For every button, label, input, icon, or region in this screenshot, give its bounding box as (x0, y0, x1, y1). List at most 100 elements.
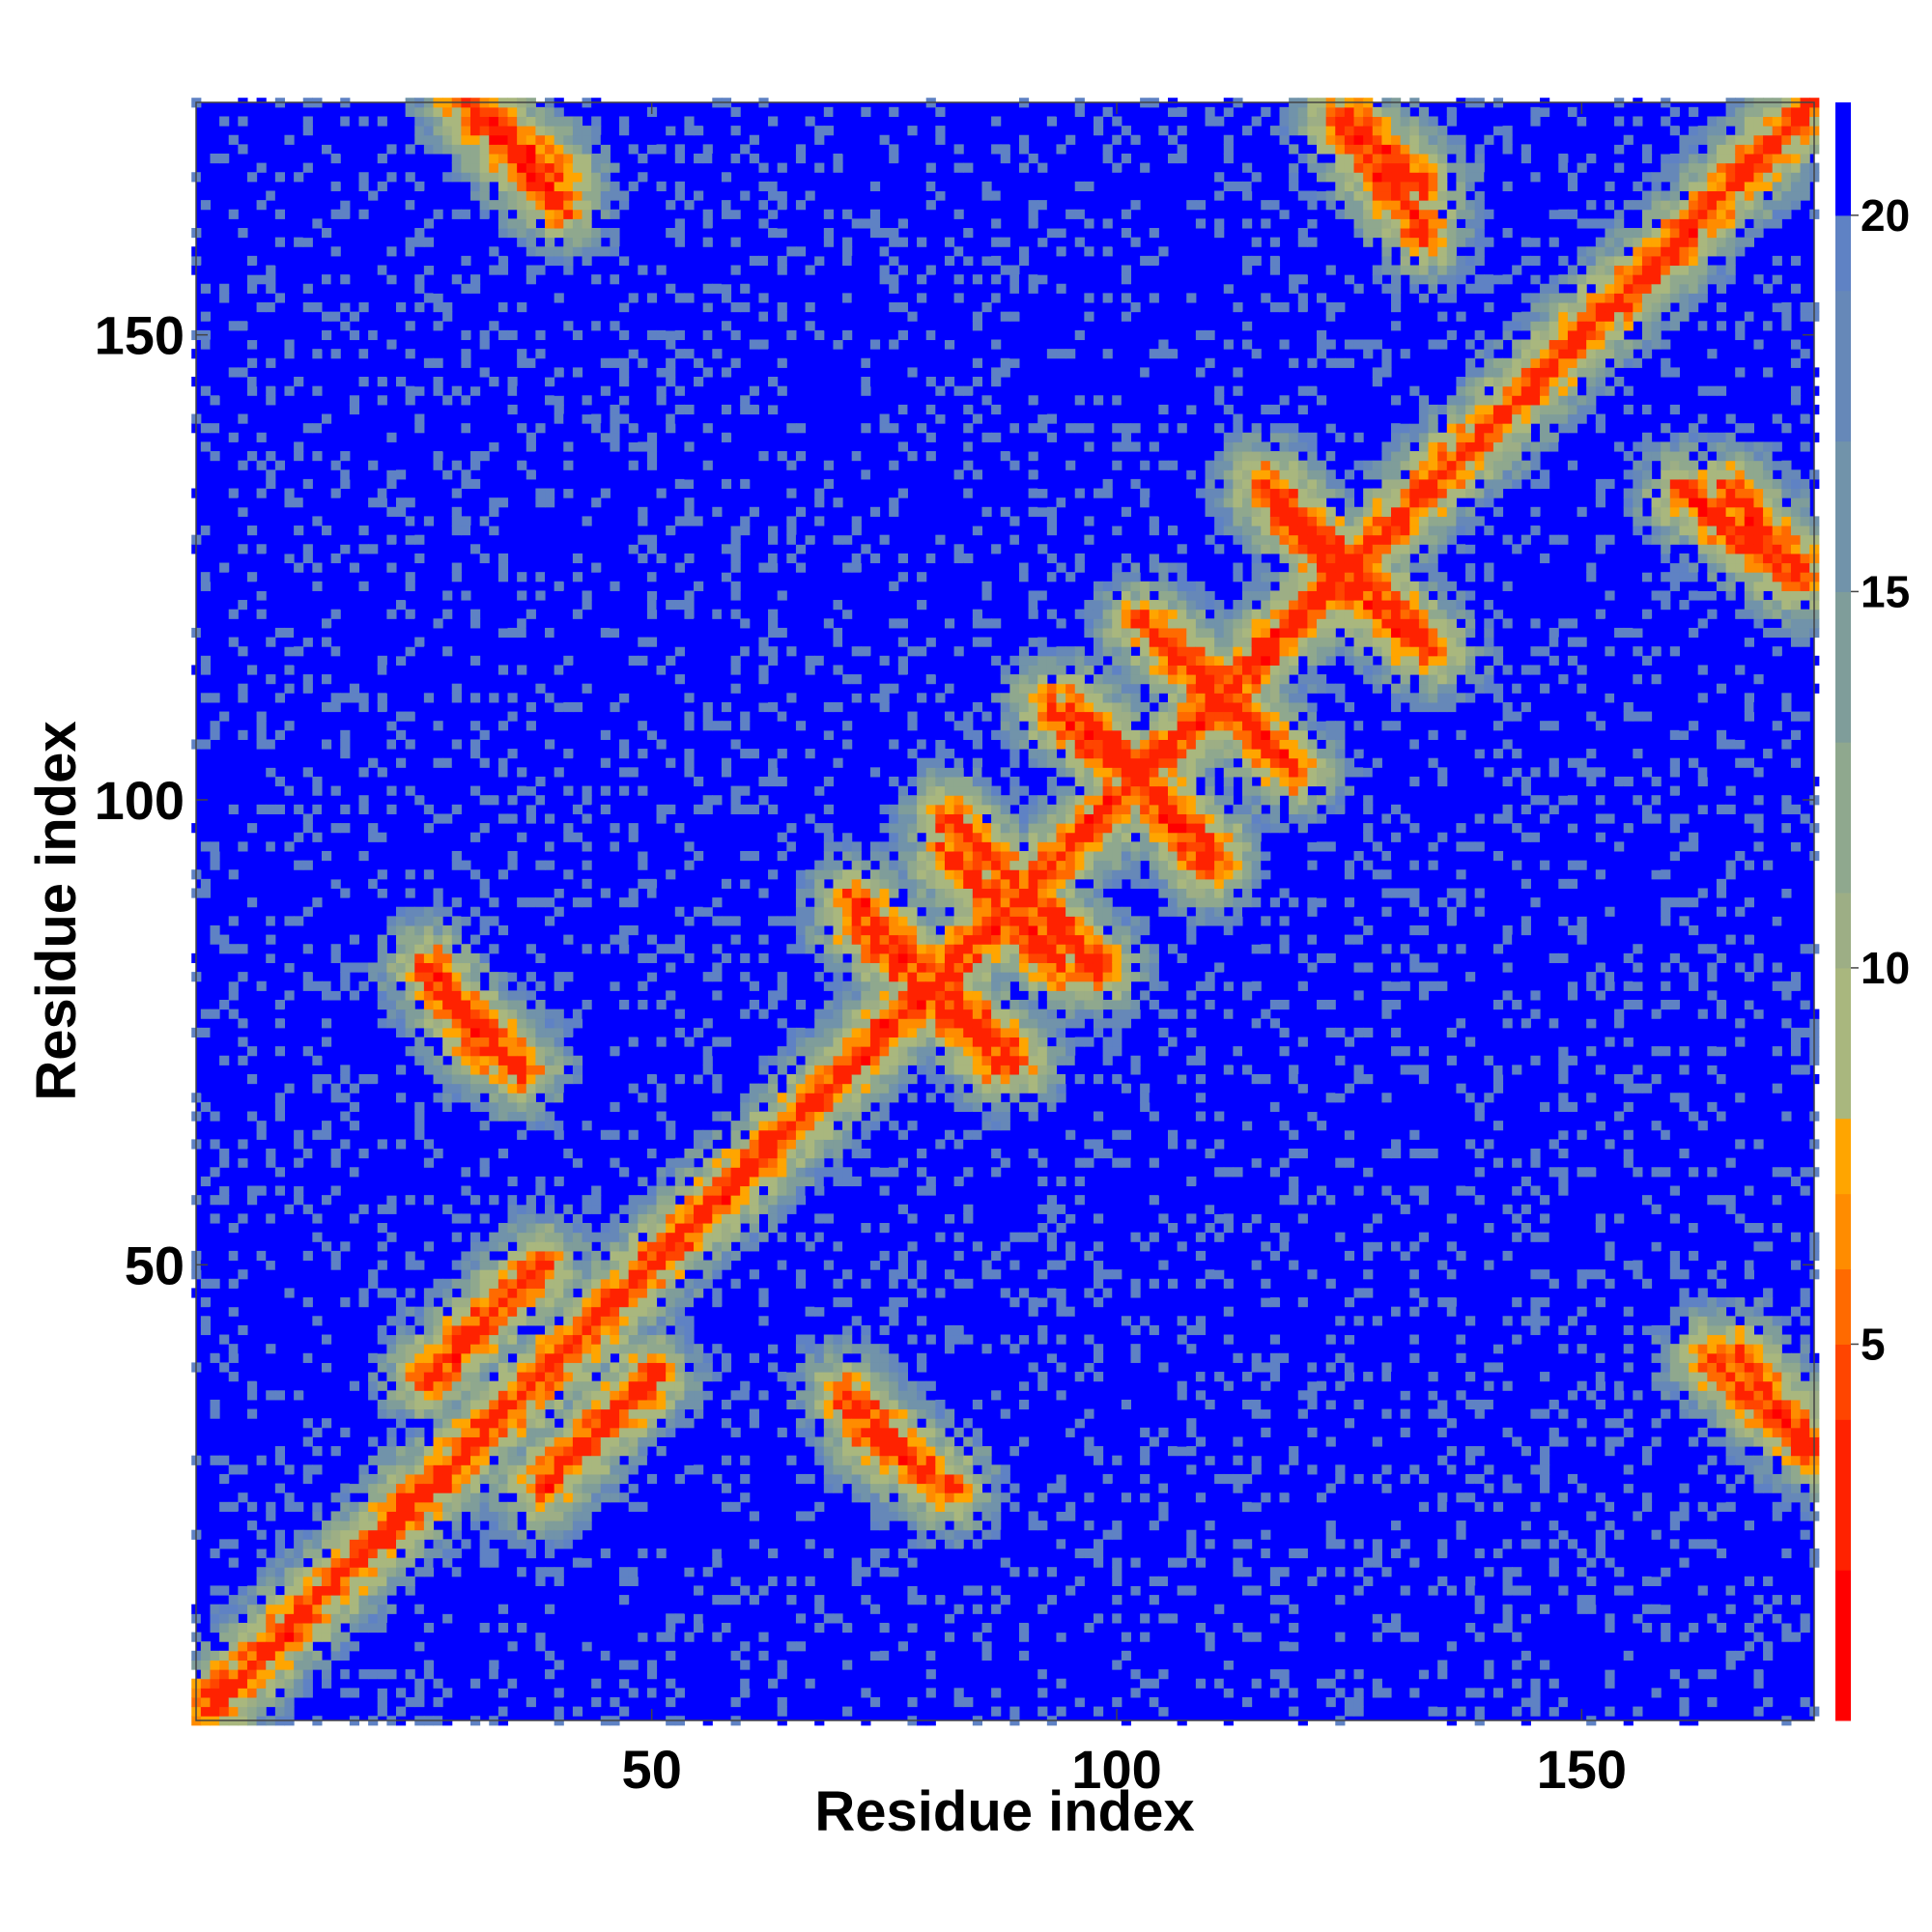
heatmap-cell (674, 1446, 685, 1457)
heatmap-cell (358, 1539, 369, 1549)
heatmap-cell (489, 1037, 499, 1047)
heatmap-cell (842, 906, 853, 917)
heatmap-cell (433, 106, 443, 118)
heatmap-cell (646, 1436, 658, 1447)
heatmap-cell (684, 200, 695, 211)
heatmap-cell (851, 934, 862, 945)
heatmap-cell (377, 980, 387, 991)
heatmap-cell (638, 1093, 648, 1103)
heatmap-cell (340, 1576, 351, 1586)
heatmap-cell (517, 1408, 527, 1419)
heatmap-cell (619, 1334, 630, 1345)
heatmap-cell (479, 1427, 490, 1437)
heatmap-cell (861, 1492, 871, 1503)
heatmap-cell (423, 516, 435, 526)
heatmap-cell (284, 488, 295, 498)
heatmap-cell (591, 1204, 602, 1214)
heatmap-cell (730, 581, 741, 591)
heatmap-cell (442, 1418, 453, 1429)
heatmap-cell (545, 1334, 555, 1345)
heatmap-cell (572, 1149, 583, 1159)
heatmap-cell (656, 1083, 667, 1094)
heatmap-cell (451, 385, 462, 396)
heatmap-cell (368, 1372, 379, 1382)
heatmap-cell (666, 321, 676, 331)
heatmap-cell (228, 1641, 239, 1652)
heatmap-cell (414, 1352, 425, 1363)
heatmap-cell (302, 1167, 313, 1178)
heatmap-cell (489, 134, 499, 145)
heatmap-cell (451, 1520, 462, 1531)
heatmap-cell (628, 544, 639, 554)
heatmap-cell (721, 850, 732, 862)
heatmap-cell (368, 823, 379, 834)
heatmap-cell (210, 1688, 220, 1698)
heatmap-cell (321, 1632, 332, 1642)
heatmap-cell (321, 1622, 332, 1634)
heatmap-cell (386, 1511, 397, 1521)
heatmap-cell (619, 924, 630, 936)
heatmap-cell (768, 1139, 779, 1150)
heatmap-cell (572, 367, 583, 378)
heatmap-cell (489, 999, 499, 1010)
heatmap-cell (284, 1501, 295, 1512)
heatmap-cell (330, 729, 341, 740)
heatmap-cell (210, 339, 220, 350)
heatmap-cell (702, 460, 713, 470)
heatmap-cell (814, 916, 825, 926)
heatmap-cell (246, 329, 258, 341)
heatmap-cell (358, 1613, 369, 1624)
heatmap-cell (805, 116, 815, 127)
heatmap-cell (470, 1352, 481, 1363)
heatmap-cell (582, 785, 592, 796)
heatmap-cell (433, 962, 443, 973)
heatmap-cell (330, 1613, 341, 1624)
heatmap-cell (470, 962, 481, 973)
heatmap-cell (433, 377, 443, 387)
heatmap-cell (294, 1185, 304, 1196)
heatmap-cell (814, 1232, 825, 1242)
heatmap-cell (721, 878, 732, 889)
heatmap-cell (851, 1436, 862, 1447)
heatmap-cell (694, 478, 704, 490)
heatmap-cell (572, 116, 583, 127)
heatmap-cell (563, 1027, 574, 1038)
heatmap-cell (666, 1650, 676, 1661)
heatmap-cell (814, 1111, 825, 1122)
heatmap-cell (842, 1297, 853, 1308)
heatmap-cell (461, 357, 471, 368)
heatmap-cell (749, 339, 759, 350)
heatmap-cell (489, 321, 499, 331)
heatmap-cell (591, 1501, 602, 1512)
heatmap-cell (768, 562, 779, 573)
heatmap-cell (674, 1473, 685, 1485)
heatmap-cell (266, 1622, 276, 1634)
heatmap-cell (517, 218, 527, 229)
heatmap-cell (684, 349, 695, 359)
heatmap-cell (210, 544, 220, 554)
heatmap-cell (702, 1595, 713, 1605)
heatmap-cell (461, 1613, 471, 1624)
heatmap-cell (638, 1678, 648, 1689)
heatmap-cell (256, 1604, 267, 1614)
heatmap-cell (861, 980, 871, 991)
heatmap-cell (423, 357, 435, 368)
heatmap-cell (423, 1018, 435, 1029)
heatmap-cell (805, 906, 815, 917)
heatmap-cell (712, 1129, 723, 1140)
heatmap-cell (451, 1380, 462, 1391)
heatmap-cell (451, 1576, 462, 1586)
heatmap-cell (228, 1622, 239, 1634)
heatmap-cell (461, 1185, 471, 1196)
heatmap-cell (497, 721, 509, 731)
heatmap-cell (256, 1250, 267, 1262)
heatmap-cell (246, 293, 258, 303)
heatmap-cell (684, 506, 695, 517)
heatmap-cell (340, 1483, 351, 1493)
heatmap-cell (479, 339, 490, 350)
heatmap-cell (386, 274, 397, 285)
heatmap-cell (517, 1464, 527, 1475)
heatmap-cell (377, 1241, 387, 1252)
heatmap-cell (786, 1093, 797, 1103)
heatmap-cell (842, 1101, 853, 1113)
